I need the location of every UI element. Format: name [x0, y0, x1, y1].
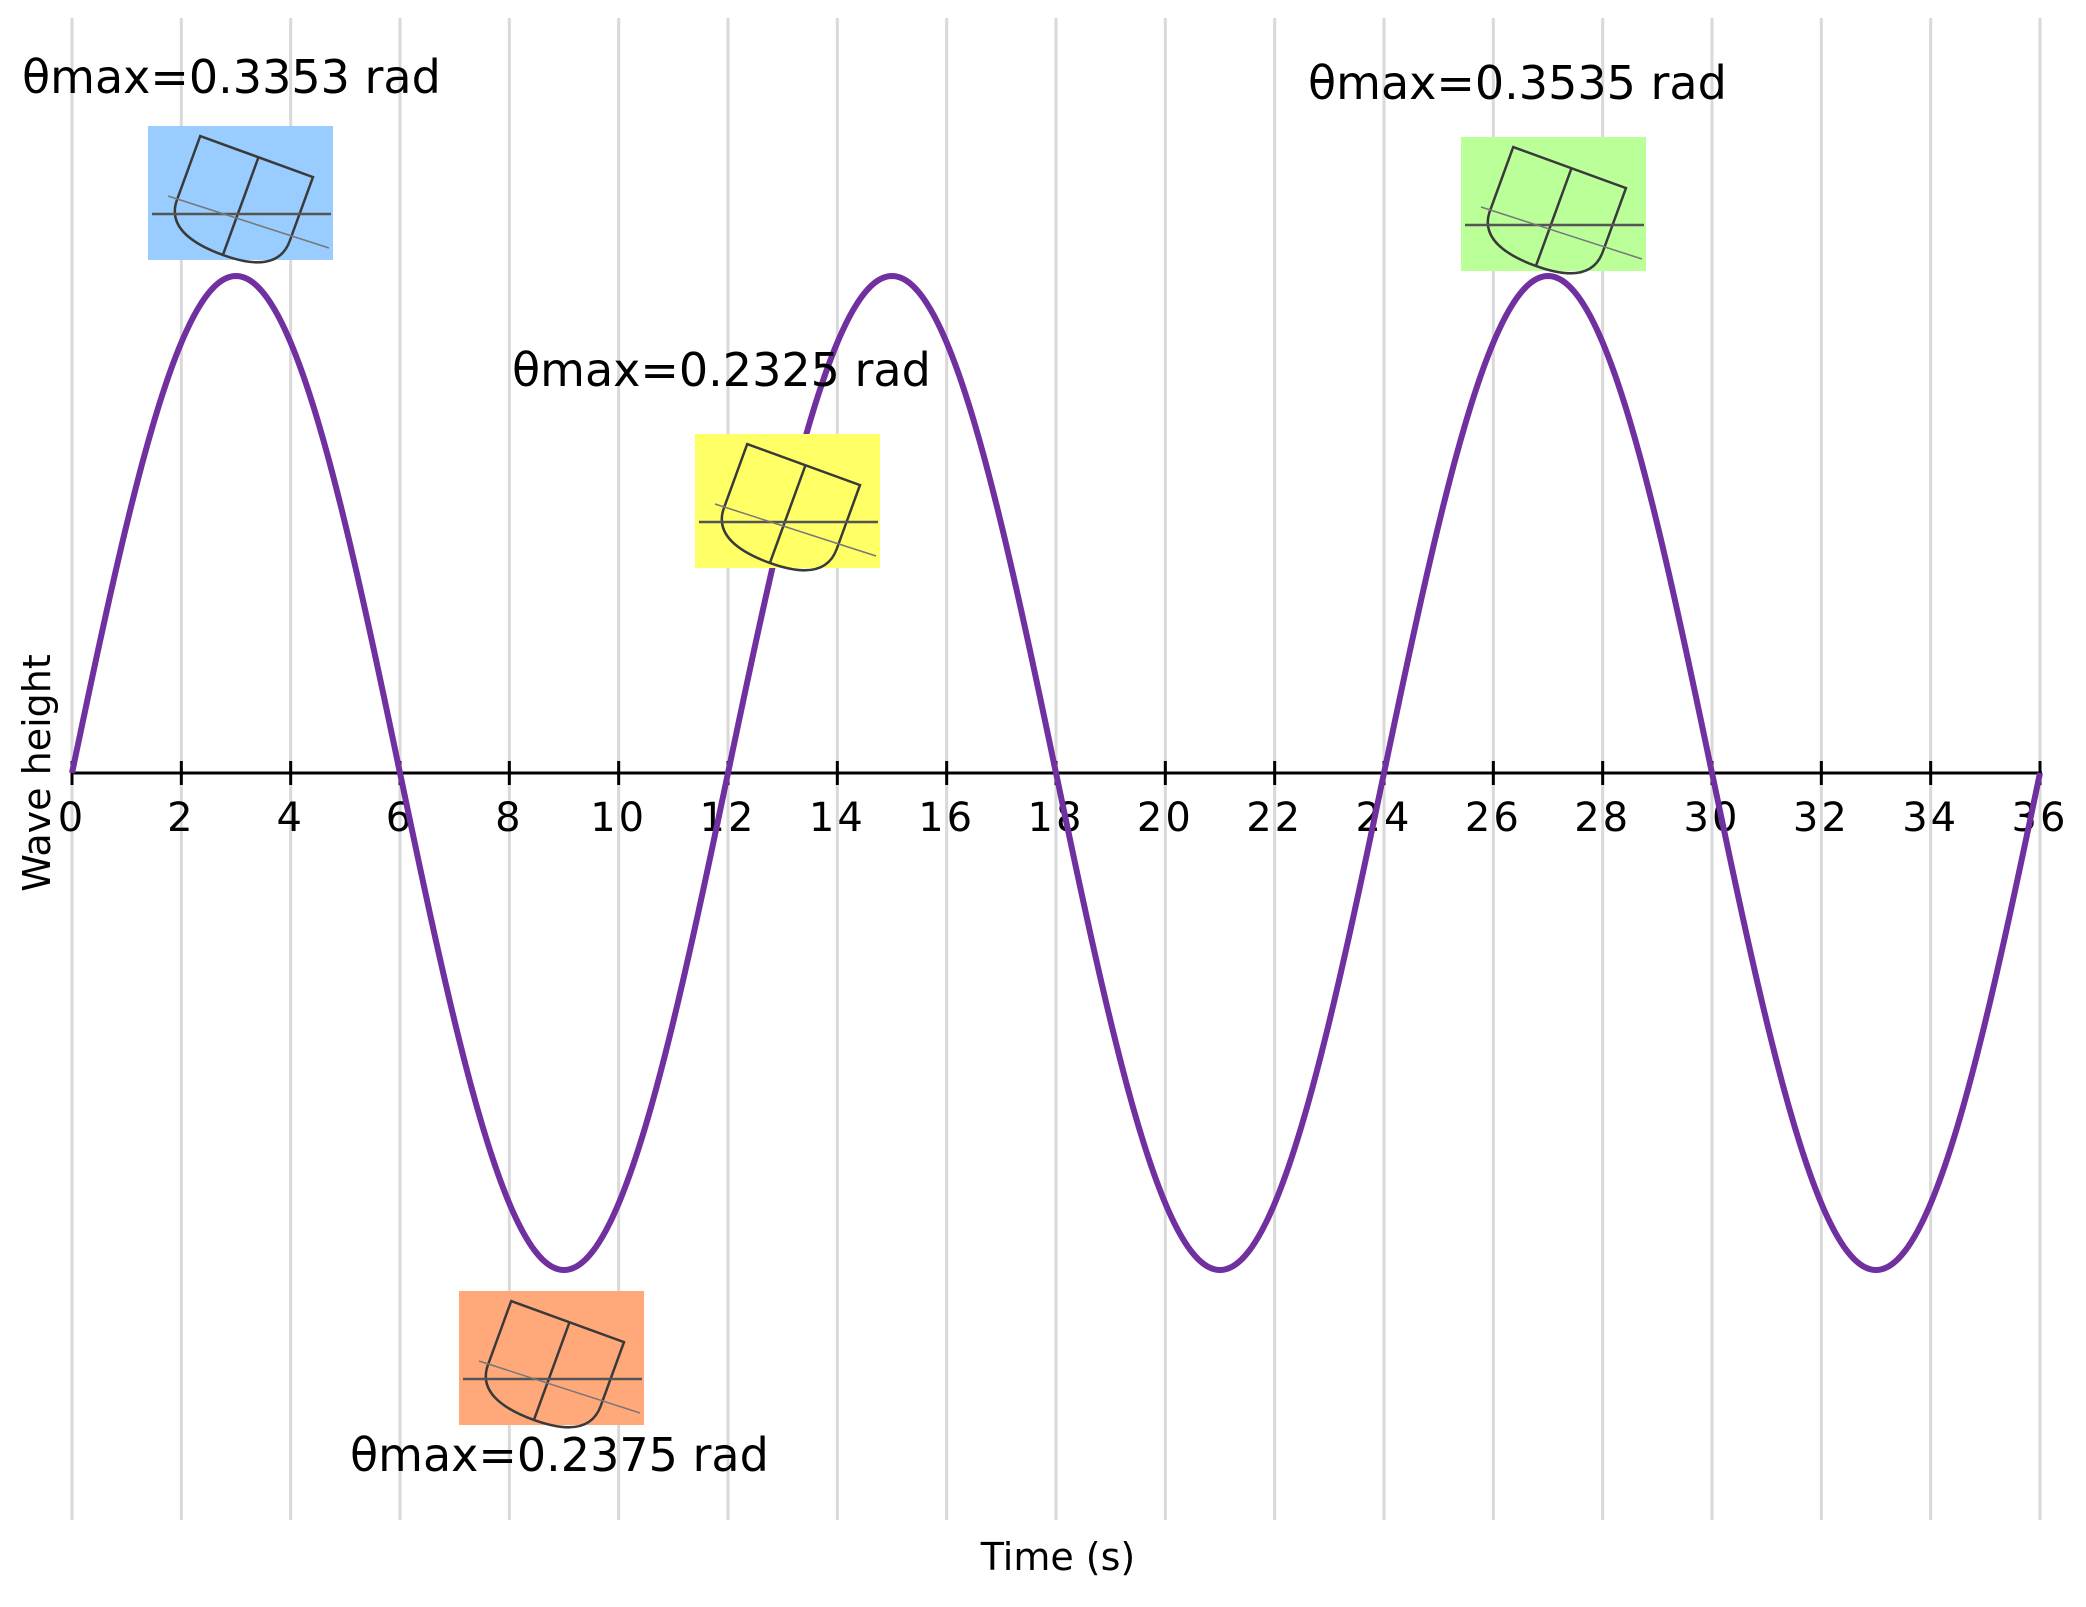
- ship-hull-icon: [463, 1299, 642, 1429]
- ship-hull-icon: [1465, 145, 1644, 275]
- x-tick-label: 2: [167, 795, 195, 841]
- x-tick-label: 24: [1356, 795, 1413, 841]
- x-tick-label: 20: [1137, 795, 1194, 841]
- y-axis-title: Wave height: [15, 654, 59, 892]
- wave-series-line: [69, 273, 2043, 1273]
- x-axis: 0 2 4 6 8 10 12 14 16 18 20 22 24 26 28 30 32 34 36: [58, 761, 2069, 841]
- x-tick-label: 22: [1246, 795, 1303, 841]
- theta-max-label: θmax=0.2325 rad: [512, 343, 931, 397]
- x-axis-title: Time (s): [980, 1535, 1136, 1579]
- x-tick-label: 12: [700, 795, 757, 841]
- ship-hull-icon: [152, 134, 331, 264]
- x-tick-label: 32: [1793, 795, 1850, 841]
- theta-max-label: θmax=0.3353 rad: [22, 50, 441, 104]
- x-tick-label: 28: [1574, 795, 1631, 841]
- roll-annotation: θmax=0.2325 rad: [512, 343, 931, 572]
- x-tick-label: 30: [1684, 795, 1741, 841]
- x-tick-label: 26: [1465, 795, 1522, 841]
- x-tick-label: 16: [918, 795, 975, 841]
- theta-max-label: θmax=0.3535 rad: [1308, 56, 1727, 110]
- theta-max-label: θmax=0.2375 rad: [350, 1428, 769, 1482]
- roll-annotation: θmax=0.3353 rad: [22, 50, 441, 264]
- x-tick-label: 34: [1902, 795, 1959, 841]
- x-tick-label: 36: [2012, 795, 2069, 841]
- series-layer: [69, 273, 2043, 1273]
- roll-annotation: θmax=0.2375 rad: [350, 1291, 769, 1482]
- ship-hull-icon: [699, 442, 878, 572]
- x-tick-label: 8: [495, 795, 523, 841]
- x-tick-label: 18: [1028, 795, 1085, 841]
- x-tick-label: 0: [58, 795, 86, 841]
- x-tick-label: 10: [590, 795, 647, 841]
- annotations: θmax=0.3353 rad θmax=0.2375 rad θmax=0.232…: [22, 50, 1727, 1482]
- x-tick-label: 14: [809, 795, 866, 841]
- x-tick-label: 4: [276, 795, 304, 841]
- roll-annotation: θmax=0.3535 rad: [1308, 56, 1727, 275]
